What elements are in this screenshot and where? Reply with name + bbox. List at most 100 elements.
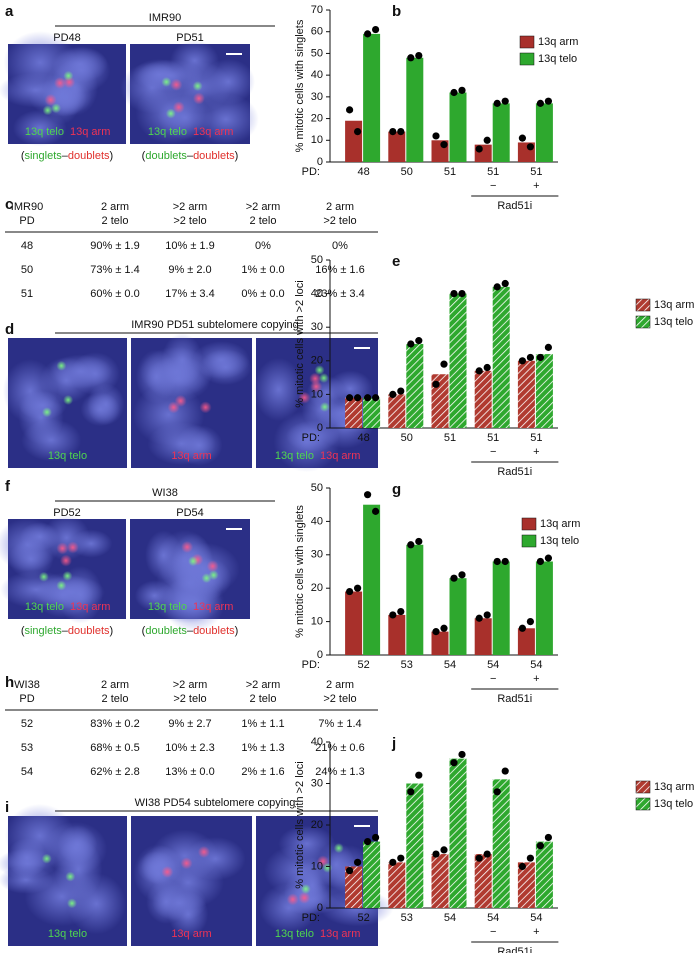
table-header: 2 telo [102, 215, 129, 227]
y-tick-label: 0 [317, 649, 323, 661]
bar [474, 618, 492, 655]
replicate-dot [518, 624, 527, 632]
y-axis-label: % mitotic cells with singlets [294, 19, 306, 152]
y-tick-label: 20 [311, 582, 323, 594]
bar [474, 370, 492, 428]
replicate-dot [518, 862, 527, 871]
bar [449, 293, 467, 428]
replicate-dot [483, 136, 491, 144]
chromatin [80, 392, 121, 427]
table-cell: 24% ± 1.3 [315, 766, 364, 778]
chromatin [21, 418, 82, 462]
channel-label: 13q telo [275, 450, 314, 462]
signal [63, 70, 74, 81]
table-cell: 1% ± 0.0 [241, 264, 284, 276]
bar [388, 862, 406, 908]
table-header: >2 arm [246, 201, 281, 213]
panel-letter: f [5, 478, 11, 495]
table-header: 2 arm [101, 679, 129, 691]
x-prefix: PD: [302, 166, 320, 178]
bar [406, 57, 424, 163]
replicate-dot [407, 541, 415, 549]
replicate-dot [518, 357, 527, 365]
treatment-label: − [490, 673, 496, 685]
chromatin [146, 879, 187, 924]
legend-swatch [635, 315, 651, 329]
group-label: Rad51i [497, 466, 532, 478]
signal [38, 571, 49, 582]
signal [300, 883, 311, 894]
table-header: 2 arm [326, 679, 354, 691]
legend-swatch [635, 797, 651, 811]
signal [333, 843, 344, 854]
channel-label: 13q arm [193, 126, 233, 138]
signal [197, 845, 210, 858]
channel-label: 13q arm [193, 601, 233, 613]
signal [41, 853, 52, 864]
channel-label: 13q arm [171, 450, 211, 462]
channel-label: 13q telo [25, 601, 64, 613]
chromatin [278, 825, 336, 863]
y-tick-label: 10 [311, 860, 323, 872]
chromatin [43, 821, 108, 876]
table-header: 2 telo [102, 693, 129, 705]
table-header: 2 arm [326, 201, 354, 213]
replicate-dot [372, 507, 380, 515]
bar [535, 561, 553, 655]
legend-swatch [635, 298, 651, 312]
table-header: PD [19, 215, 34, 227]
bar [388, 394, 406, 428]
bar [406, 783, 424, 908]
y-tick-label: 50 [311, 482, 323, 494]
table-cell: 21% ± 0.6 [315, 742, 364, 754]
signal [314, 365, 325, 376]
table-cell: 10% ± 1.9 [165, 240, 214, 252]
replicate-dot [450, 88, 458, 97]
y-tick-label: 0 [317, 156, 323, 168]
signal [161, 865, 174, 878]
panel-letter: h [5, 674, 14, 691]
chromatin [40, 357, 93, 404]
replicate-dot [518, 134, 527, 142]
group-label: Rad51i [497, 693, 532, 705]
y-tick-label: 40 [311, 736, 323, 748]
y-tick-label: 30 [311, 777, 323, 789]
replicate-dot [364, 838, 372, 846]
replicate-dot [346, 394, 354, 402]
bar [345, 120, 363, 162]
replicate-dot [544, 97, 553, 105]
micrograph [0, 31, 126, 147]
table-header: 2 telo [250, 215, 277, 227]
table-cell: 62% ± 2.8 [90, 766, 139, 778]
caption-part: ( [142, 625, 146, 637]
legend-swatch [635, 780, 651, 794]
table-header: PD [19, 693, 34, 705]
channel-label: 13q telo [148, 126, 187, 138]
panel-letter: e [392, 253, 400, 270]
treatment-label: − [490, 180, 496, 192]
y-tick-label: 10 [311, 616, 323, 628]
table-cell: 0% [255, 240, 271, 252]
y-tick-label: 10 [311, 388, 323, 400]
signal [298, 891, 311, 904]
replicate-dot [432, 850, 440, 858]
signal [56, 360, 67, 371]
bar [388, 131, 406, 162]
replicate-dot [415, 52, 423, 60]
panel-letter: j [391, 735, 396, 752]
treatment-label: + [533, 180, 539, 192]
signal [56, 580, 67, 591]
signal [188, 556, 199, 567]
channel-label: 13q telo [48, 928, 87, 940]
signal [63, 394, 74, 405]
table-cell: 23% ± 3.4 [315, 288, 364, 300]
signal [65, 871, 76, 882]
signal [318, 373, 329, 384]
caption-part: singlets [24, 150, 62, 162]
x-tick-label: 48 [357, 432, 369, 444]
legend-label: 13q arm [538, 36, 578, 48]
replicate-dot [450, 759, 458, 767]
x-tick-label: 51 [444, 432, 456, 444]
x-prefix: PD: [302, 912, 320, 924]
